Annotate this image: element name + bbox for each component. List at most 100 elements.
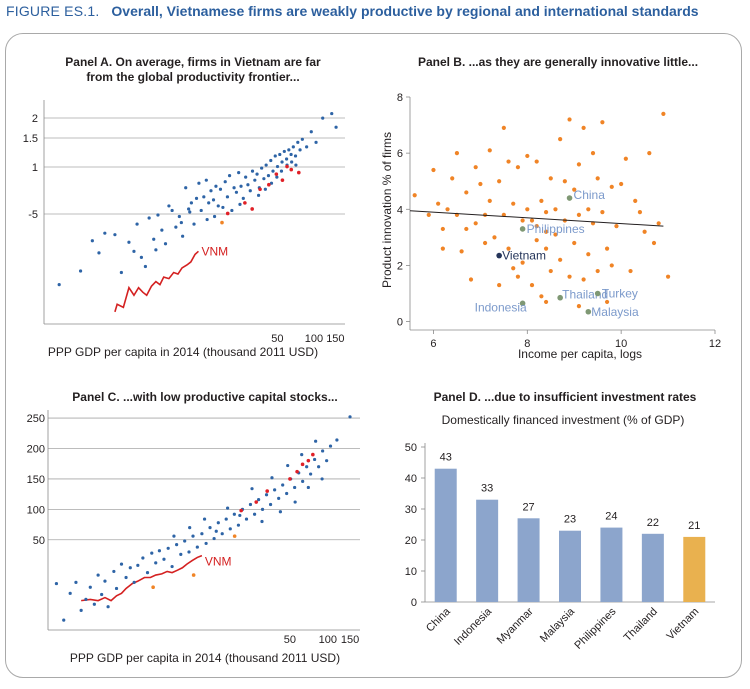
panel-a-point [97,251,101,255]
panel-b-y-tick-label: 6 [397,148,403,160]
panel-a-point [119,270,123,275]
panel-b-trend-line [409,210,664,227]
panel-a-point [284,157,289,161]
panel-d-subtitle: Domestically financed investment (% of G… [442,413,685,427]
panel-a-point [177,214,181,219]
panel-c-point [106,605,110,609]
panel-b-point [473,165,478,170]
panel-b-point [440,226,445,232]
panel-c-point [92,602,96,606]
panel-d-y-tick-label: 10 [405,566,417,578]
panel-c-point [348,415,352,419]
panel-b-point [661,111,666,116]
panel-c-point [141,556,145,560]
panel-a-point [256,193,261,197]
panel-a-point [187,207,191,211]
panel-b-x-tick-label: 10 [615,338,627,350]
panel-b-point [440,246,445,251]
panel-c-y-tick-label: 100 [27,504,45,516]
panel-c-point [273,488,277,492]
panel-c-point [68,591,72,595]
panel-b-point [567,274,572,279]
panel-c-point [220,532,224,536]
panel-c-point [112,569,116,574]
panel-b-point [450,176,455,181]
panel-d-value-label-indonesia: 33 [481,483,493,495]
panel-c-point [252,512,257,516]
panel-a-point [194,196,199,200]
panel-b-point [506,246,511,251]
panel-b-point [628,268,633,274]
panel-b-point [604,246,610,251]
panel-a-point [90,239,94,243]
panel-d-category-label-myanmar: Myanmar [495,605,536,646]
panel-c-point [179,552,183,556]
panel-a-point [202,195,206,199]
panel-c-point [79,608,83,612]
panel-a-point [218,187,223,191]
panel-c-point-highlight [239,508,243,513]
panel-b-label-vietnam: Vietnam [502,249,546,263]
panel-a-point [248,189,252,193]
panel-c-point [286,463,290,468]
panel-b-label-turkey: Turkey [602,287,638,301]
panel-a-point [279,169,284,173]
panel-c-point [270,476,274,480]
panel-d-bar-malaysia [559,530,581,602]
panel-a-point [225,195,230,199]
panel-a-point [174,225,178,229]
panel-c-point-highlight [295,469,299,474]
panel-c-point [204,541,208,546]
panel-b-point [459,249,464,254]
panel-d-category-label-malaysia: Malaysia [538,605,578,645]
panel-d-value-label-philippines: 24 [605,511,617,523]
panel-c-point [200,532,204,536]
panel-a-point [170,208,174,213]
panel-a-point [209,189,213,193]
panel-b-point [581,125,586,130]
panel-b-point [553,232,558,237]
panel-c-point [114,586,119,591]
panel-c-point [150,551,154,555]
panel-b-point [436,201,441,206]
panel-a-point [223,180,227,184]
panel-b-point [543,229,549,234]
panel-b-x-tick-label: 6 [430,338,436,350]
panel-c-point [166,546,170,550]
panel-c-point [306,485,310,490]
panel-b-point-indonesia [519,300,526,307]
panel-c-point [314,439,318,443]
panel-b-point [511,266,516,271]
panel-b-point [487,148,492,153]
panel-c-point [188,526,192,530]
panel-a-point [241,196,245,200]
panel-b-point [642,229,647,234]
panel-c-x-tick-label: 150 [341,634,359,646]
panel-b-point [609,184,614,189]
panel-c-point [74,580,78,584]
panel-c-point [202,517,207,521]
panel-a-point [275,175,279,179]
panel-b-point [520,260,525,265]
panel-a-point-highlight [280,178,285,182]
panel-c-point [103,579,107,583]
panel-b-point [464,190,469,195]
panel-a-point [227,174,232,178]
panel-a-point [135,222,139,226]
panel-a-point [214,184,218,188]
panel-a-title-line-1: Panel A. On average, firms in Vietnam ar… [65,55,321,69]
panel-a-point [212,214,217,219]
panel-a-point [188,210,192,214]
panel-a-x-axis-label: PPP GDP per capita in 2014 (thousand 201… [48,345,318,359]
panel-a-point [78,269,83,273]
panel-c-point [172,534,176,538]
panel-a-point [271,169,275,173]
panel-a-point [211,198,216,202]
panel-b-point-turkey [594,290,601,297]
panel-b-point [586,252,591,257]
panel-b-point [614,224,619,229]
panel-c-point [136,563,140,567]
panel-c-point [162,557,166,561]
panel-c-point [238,513,242,518]
